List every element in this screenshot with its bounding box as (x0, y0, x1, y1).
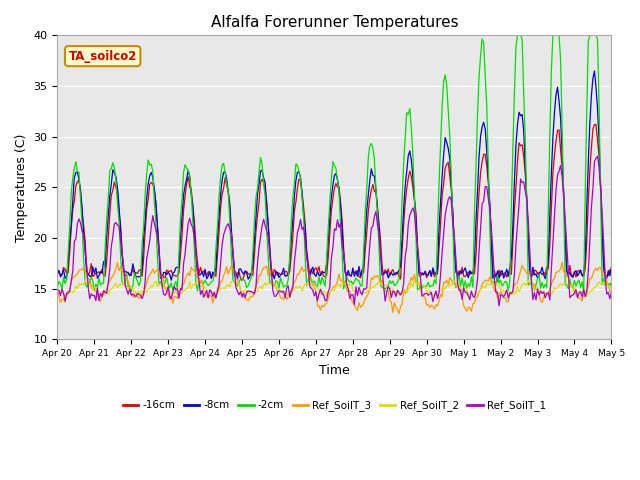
Ref_SoilT_1 (607, 289, 615, 295)
Ref_SoilT_2 (157, 281, 164, 287)
-2cm (369, 145, 377, 151)
Text: TA_soilco2: TA_soilco2 (68, 49, 137, 63)
Ref_SoilT_1 (69, 268, 77, 274)
X-axis label: Time: Time (319, 363, 350, 377)
Ref_SoilT_3 (371, 273, 378, 279)
-8cm (168, 277, 175, 283)
Ref_SoilT_1 (541, 295, 549, 301)
Ref_SoilT_3 (403, 289, 410, 295)
-8cm (541, 276, 549, 281)
Ref_SoilT_3 (158, 273, 166, 279)
Ref_SoilT_3 (389, 310, 397, 315)
-2cm (580, 289, 588, 295)
-16cm (592, 121, 600, 127)
Ref_SoilT_2 (284, 294, 292, 300)
-8cm (607, 264, 615, 270)
-2cm (607, 284, 615, 289)
Line: Ref_SoilT_2: Ref_SoilT_2 (58, 280, 611, 297)
Ref_SoilT_2 (69, 289, 77, 295)
Ref_SoilT_1 (157, 266, 164, 272)
-8cm (401, 183, 409, 189)
Ref_SoilT_3 (607, 289, 615, 295)
Legend: -16cm, -8cm, -2cm, Ref_SoilT_3, Ref_SoilT_2, Ref_SoilT_1: -16cm, -8cm, -2cm, Ref_SoilT_3, Ref_Soil… (118, 396, 550, 416)
Title: Alfalfa Forerunner Temperatures: Alfalfa Forerunner Temperatures (211, 15, 458, 30)
-2cm (54, 284, 61, 290)
Ref_SoilT_3 (69, 275, 77, 281)
Ref_SoilT_2 (371, 284, 378, 289)
Ref_SoilT_3 (543, 292, 550, 298)
-8cm (69, 197, 77, 203)
Line: Ref_SoilT_1: Ref_SoilT_1 (58, 156, 611, 306)
Ref_SoilT_2 (54, 288, 61, 293)
-16cm (607, 269, 615, 275)
-8cm (591, 68, 598, 74)
Line: -16cm: -16cm (58, 124, 611, 281)
-16cm (369, 181, 377, 187)
Ref_SoilT_3 (113, 260, 121, 265)
Ref_SoilT_2 (389, 286, 397, 292)
Ref_SoilT_3 (395, 311, 403, 316)
Ref_SoilT_2 (401, 287, 409, 293)
Ref_SoilT_1 (54, 287, 61, 293)
Ref_SoilT_2 (607, 285, 615, 291)
-2cm (514, 33, 522, 38)
Ref_SoilT_1 (369, 223, 377, 229)
-2cm (157, 279, 164, 285)
Y-axis label: Temperatures (C): Temperatures (C) (15, 133, 28, 241)
-16cm (541, 272, 549, 277)
-16cm (493, 278, 501, 284)
Line: -8cm: -8cm (58, 71, 611, 280)
-2cm (69, 175, 77, 181)
-8cm (54, 270, 61, 276)
-16cm (157, 273, 164, 278)
-8cm (157, 275, 164, 281)
-2cm (400, 161, 408, 167)
Ref_SoilT_1 (495, 303, 503, 309)
-8cm (371, 173, 378, 179)
Ref_SoilT_2 (524, 277, 532, 283)
Line: -2cm: -2cm (58, 36, 611, 292)
Line: Ref_SoilT_3: Ref_SoilT_3 (58, 263, 611, 313)
-16cm (54, 271, 61, 277)
Ref_SoilT_1 (387, 295, 395, 300)
-2cm (541, 281, 549, 287)
Ref_SoilT_1 (400, 281, 408, 287)
Ref_SoilT_2 (543, 291, 550, 297)
-16cm (69, 206, 77, 212)
-16cm (400, 222, 408, 228)
-8cm (389, 272, 397, 278)
-16cm (387, 269, 395, 275)
Ref_SoilT_3 (54, 285, 61, 290)
Ref_SoilT_1 (594, 154, 602, 159)
-2cm (387, 280, 395, 286)
